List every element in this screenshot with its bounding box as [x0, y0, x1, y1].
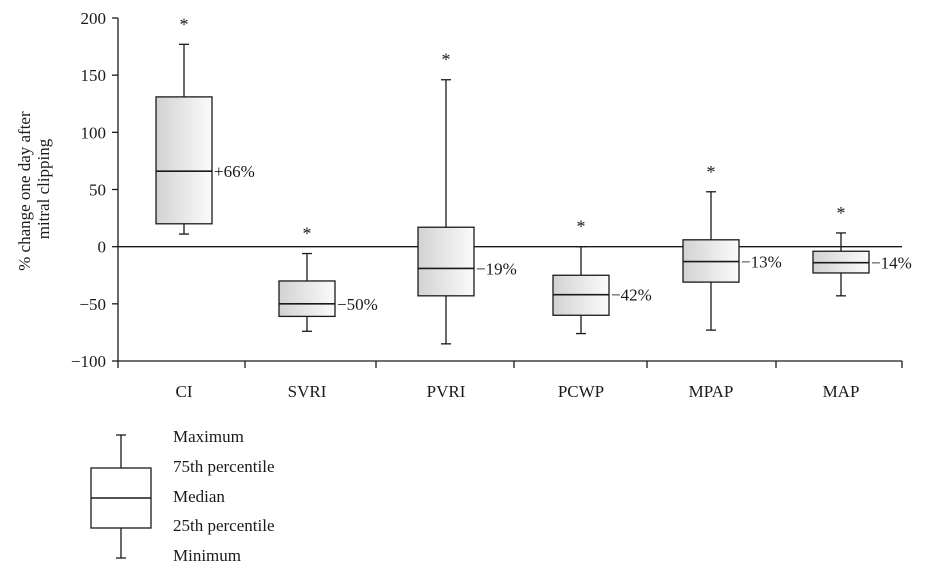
y-axis-title: % change one day after mitral clipping — [15, 107, 53, 271]
legend-label-q3: 75th percentile — [173, 457, 275, 476]
y-tick-label: 200 — [81, 9, 107, 28]
category-label: MPAP — [689, 382, 734, 401]
significance-star: * — [577, 217, 586, 237]
median-label: −19% — [476, 259, 517, 278]
iqr-box — [278, 280, 336, 318]
median-label: −42% — [611, 286, 652, 305]
significance-star: * — [442, 50, 451, 70]
significance-star: * — [303, 224, 312, 244]
axes: 200 150 100 50 0 −50 −100 CI SVRI PVRI PCWP MPAP MAP — [71, 9, 903, 401]
median-label: +66% — [214, 162, 255, 181]
box-mpap: −13% * — [682, 162, 782, 331]
y-tick-label: −100 — [71, 352, 106, 371]
iqr-box — [155, 96, 213, 225]
box-map: −14% * — [812, 203, 912, 297]
median-label: −14% — [871, 254, 912, 273]
category-label: SVRI — [288, 382, 327, 401]
legend-label-q1: 25th percentile — [173, 516, 275, 535]
significance-star: * — [707, 162, 716, 182]
y-tick-label: 0 — [98, 238, 107, 257]
category-label: PCWP — [558, 382, 604, 401]
category-label: CI — [176, 382, 193, 401]
boxes: +66% * −50% * −19% * −42% * −13% * −14% * — [155, 14, 912, 345]
box-pvri: −19% * — [417, 50, 517, 345]
legend-label-minimum: Minimum — [173, 546, 241, 565]
y-axis-title-line-1: % change one day after — [15, 111, 34, 271]
significance-star: * — [180, 14, 189, 34]
legend-label-maximum: Maximum — [173, 427, 244, 446]
significance-star: * — [837, 203, 846, 223]
y-tick-label: 100 — [81, 123, 107, 142]
category-label: MAP — [823, 382, 860, 401]
legend: Maximum 75th percentile Median 25th percent… — [90, 427, 275, 565]
box-ci: +66% * — [155, 14, 255, 235]
median-label: −13% — [741, 253, 782, 272]
iqr-box — [417, 226, 475, 297]
box-pcwp: −42% * — [552, 217, 652, 335]
category-label: PVRI — [427, 382, 466, 401]
legend-label-median: Median — [173, 487, 225, 506]
y-tick-label: 50 — [89, 181, 106, 200]
y-axis-title-line-2: mitral clipping — [34, 138, 53, 239]
y-tick-label: −50 — [79, 295, 106, 314]
y-tick-label: 150 — [81, 66, 107, 85]
box-svri: −50% * — [278, 224, 378, 332]
median-label: −50% — [337, 295, 378, 314]
